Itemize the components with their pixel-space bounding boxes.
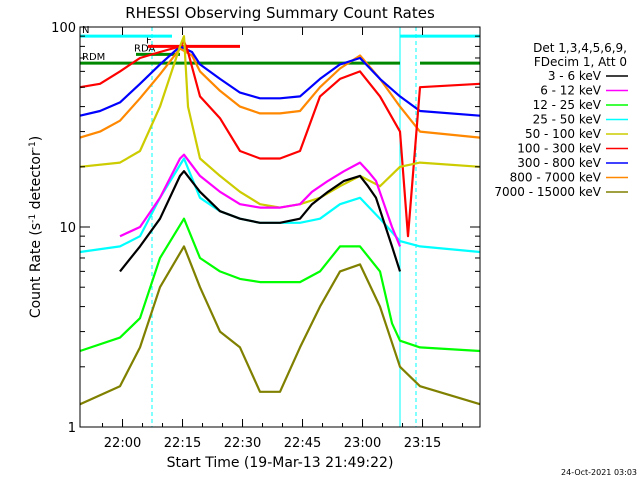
y-axis: 1 10 100 xyxy=(51,21,480,436)
legend-header-line-1: Det 1,3,4,5,6,9, xyxy=(533,41,627,55)
legend-label: 25 - 50 keV xyxy=(533,113,602,127)
x-tick-label: 23:00 xyxy=(344,436,381,451)
legend: Det 1,3,4,5,6,9, FDecim 1, Att 0 3 - 6 k… xyxy=(494,41,628,199)
legend-label: 12 - 25 keV xyxy=(533,98,602,112)
x-axis-label: Start Time (19-Mar-13 21:49:22) xyxy=(167,455,394,471)
series-line-100-300-kev xyxy=(79,39,481,238)
x-tick-label: 22:45 xyxy=(284,436,321,451)
series-line-12-25-kev xyxy=(79,217,481,353)
legend-label: 3 - 6 keV xyxy=(548,69,602,83)
series-line-7000-15000-kev xyxy=(79,245,481,406)
legend-label: 800 - 7000 keV xyxy=(510,171,602,185)
legend-label: 50 - 100 keV xyxy=(525,127,602,141)
x-tick-label: 22:15 xyxy=(164,436,201,451)
legend-label: 7000 - 15000 keV xyxy=(494,185,601,199)
x-tick-label: 22:00 xyxy=(104,436,141,451)
y-tick-label: 1 xyxy=(68,421,76,436)
y-tick-label: 10 xyxy=(59,221,76,236)
legend-header-line-2: FDecim 1, Att 0 xyxy=(534,55,627,69)
flag-label-n: N xyxy=(82,25,89,36)
y-tick-label: 100 xyxy=(51,21,76,36)
flag-label-rda: RDA xyxy=(134,43,155,54)
series-line-300-800-kev xyxy=(79,45,481,117)
flag-label-rdm: RDM xyxy=(82,52,105,63)
series-line-6-12-kev xyxy=(119,153,402,247)
y-axis-label: Count Rate (s-1 detector-1) xyxy=(28,136,44,318)
series-line-3-6-kev xyxy=(119,170,402,273)
legend-label: 100 - 300 keV xyxy=(517,142,601,156)
flag-label-f: F xyxy=(146,35,152,46)
legend-label: 300 - 800 keV xyxy=(517,156,601,170)
x-tick-label: 23:15 xyxy=(404,436,441,451)
footer-date: 24-Oct-2021 03:03 xyxy=(561,468,637,477)
x-axis: 22:00 22:15 22:30 22:45 23:00 23:15 xyxy=(102,27,464,451)
x-tick-label: 22:30 xyxy=(224,436,261,451)
chart-title: RHESSI Observing Summary Count Rates xyxy=(125,4,435,22)
legend-label: 6 - 12 keV xyxy=(540,84,602,98)
